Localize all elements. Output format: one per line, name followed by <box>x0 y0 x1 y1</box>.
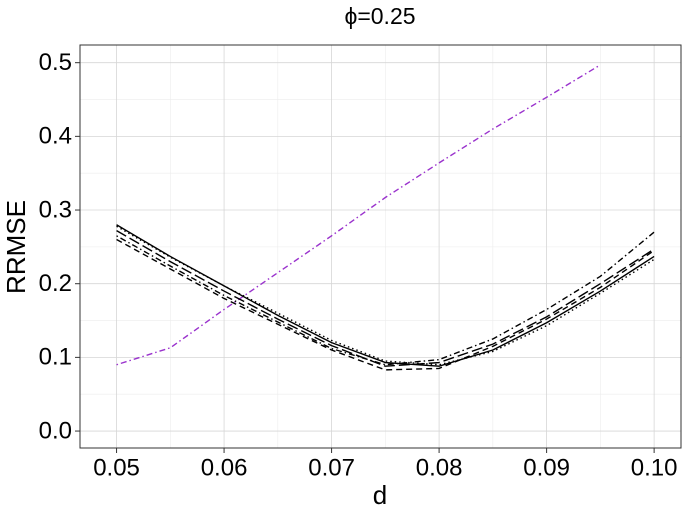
series-line <box>116 238 655 371</box>
x-tick-label: 0.05 <box>93 454 140 481</box>
x-tick-label: 0.10 <box>631 454 678 481</box>
chart-title: ϕ=0.25 <box>344 3 415 29</box>
x-tick-label: 0.09 <box>523 454 570 481</box>
series-line <box>116 224 655 367</box>
x-tick-label: 0.06 <box>201 454 248 481</box>
x-axis-title: d <box>373 480 387 510</box>
y-tick-label: 0.2 <box>39 270 72 297</box>
series-line <box>116 230 655 367</box>
series-line <box>116 231 655 366</box>
y-tick-label: 0.4 <box>39 123 72 150</box>
y-tick-label: 0.3 <box>39 196 72 223</box>
y-tick-label: 0.5 <box>39 49 72 76</box>
plot-background <box>80 45 681 448</box>
y-tick-label: 0.1 <box>39 344 72 371</box>
x-tick-label: 0.08 <box>416 454 463 481</box>
x-tick-label: 0.07 <box>308 454 355 481</box>
plot-border <box>79 44 682 449</box>
y-axis-title: RRMSE <box>1 200 31 294</box>
series-line <box>116 225 655 366</box>
series-line <box>116 64 601 366</box>
y-tick-label: 0.0 <box>39 417 72 444</box>
